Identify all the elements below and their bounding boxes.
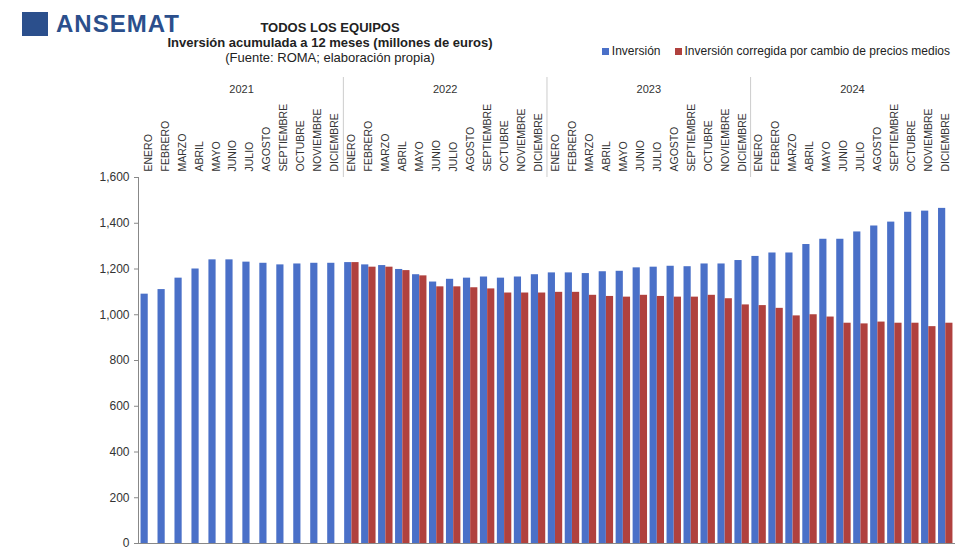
svg-text:AGOSTO: AGOSTO <box>464 127 476 172</box>
html-text:(Fuente: ROMA; elaboración pro: (Fuente: ROMA; elaboración propia) <box>225 50 435 65</box>
svg-text:SEPTIEMBRE: SEPTIEMBRE <box>888 104 900 172</box>
svg-text:SEPTIEMBRE: SEPTIEMBRE <box>685 104 697 172</box>
svg-text:MARZO: MARZO <box>583 134 595 172</box>
html-text:TODOS LOS EQUIPOS: TODOS LOS EQUIPOS <box>260 20 400 35</box>
svg-text:DICIEMBRE: DICIEMBRE <box>735 113 747 171</box>
svg-text:NOVIEMBRE: NOVIEMBRE <box>922 108 934 171</box>
html-text:Inversión corregida por cambio: Inversión corregida por cambio de precio… <box>684 44 950 58</box>
svg-text:MARZO: MARZO <box>786 134 798 172</box>
svg-text:AGOSTO: AGOSTO <box>871 127 883 172</box>
svg-text:2022: 2022 <box>433 83 457 95</box>
svg-text:DICIEMBRE: DICIEMBRE <box>328 113 340 171</box>
svg-text:JULIO: JULIO <box>854 142 866 172</box>
svg-text:FEBRERO: FEBRERO <box>566 121 578 172</box>
svg-text:OCTUBRE: OCTUBRE <box>702 120 714 171</box>
svg-text:MARZO: MARZO <box>176 134 188 172</box>
svg-text:JUNIO: JUNIO <box>634 140 646 172</box>
svg-text:JUNIO: JUNIO <box>430 140 442 172</box>
svg-text:1,200: 1,200 <box>99 262 129 276</box>
svg-text:OCTUBRE: OCTUBRE <box>498 120 510 171</box>
svg-text:2023: 2023 <box>637 83 661 95</box>
svg-text:SEPTIEMBRE: SEPTIEMBRE <box>481 104 493 172</box>
svg-text:ENERO: ENERO <box>752 134 764 171</box>
svg-text:MAYO: MAYO <box>617 141 629 171</box>
svg-text:MAYO: MAYO <box>413 141 425 171</box>
svg-text:NOVIEMBRE: NOVIEMBRE <box>515 108 527 171</box>
svg-text:AGOSTO: AGOSTO <box>668 127 680 172</box>
svg-text:200: 200 <box>109 491 129 505</box>
svg-text:ENERO: ENERO <box>345 134 357 171</box>
svg-text:AGOSTO: AGOSTO <box>260 127 272 172</box>
svg-text:MARZO: MARZO <box>379 134 391 172</box>
svg-text:1,400: 1,400 <box>99 216 129 230</box>
svg-text:MAYO: MAYO <box>209 141 221 171</box>
svg-text:1,600: 1,600 <box>99 170 129 184</box>
svg-text:JULIO: JULIO <box>447 142 459 172</box>
svg-text:DICIEMBRE: DICIEMBRE <box>939 113 951 171</box>
svg-text:ENERO: ENERO <box>142 134 154 171</box>
svg-text:ABRIL: ABRIL <box>396 141 408 172</box>
svg-text:ABRIL: ABRIL <box>803 141 815 172</box>
svg-text:SEPTIEMBRE: SEPTIEMBRE <box>277 104 289 172</box>
svg-text:OCTUBRE: OCTUBRE <box>294 120 306 171</box>
svg-text:OCTUBRE: OCTUBRE <box>905 120 917 171</box>
svg-text:NOVIEMBRE: NOVIEMBRE <box>719 108 731 171</box>
svg-text:FEBRERO: FEBRERO <box>159 121 171 172</box>
svg-text:ABRIL: ABRIL <box>600 141 612 172</box>
svg-text:JULIO: JULIO <box>243 142 255 172</box>
svg-text:NOVIEMBRE: NOVIEMBRE <box>311 108 323 171</box>
svg-text:JUNIO: JUNIO <box>226 140 238 172</box>
svg-text:2021: 2021 <box>229 83 253 95</box>
html-text:ANSEMAT: ANSEMAT <box>56 10 180 37</box>
svg-text:400: 400 <box>109 445 129 459</box>
svg-text:800: 800 <box>109 353 129 367</box>
svg-text:JUNIO: JUNIO <box>837 140 849 172</box>
svg-text:2024: 2024 <box>840 83 864 95</box>
html-text:Inversión acumulada a 12 meses: Inversión acumulada a 12 meses (millones… <box>167 35 493 50</box>
svg-text:JULIO: JULIO <box>651 142 663 172</box>
svg-text:FEBRERO: FEBRERO <box>769 121 781 172</box>
html-text:Inversión: Inversión <box>611 44 661 58</box>
svg-text:DICIEMBRE: DICIEMBRE <box>532 113 544 171</box>
svg-text:FEBRERO: FEBRERO <box>362 121 374 172</box>
svg-text:ABRIL: ABRIL <box>193 141 205 172</box>
svg-text:600: 600 <box>109 399 129 413</box>
svg-text:0: 0 <box>123 536 130 550</box>
svg-text:1,000: 1,000 <box>99 308 129 322</box>
svg-text:MAYO: MAYO <box>820 141 832 171</box>
svg-text:ENERO: ENERO <box>549 134 561 171</box>
